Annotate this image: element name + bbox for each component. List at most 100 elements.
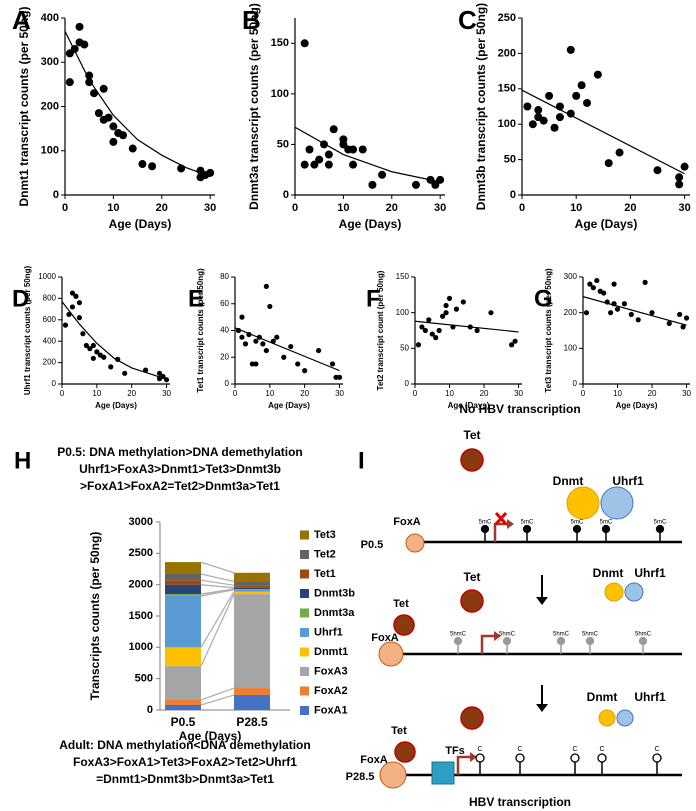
y-tick-label: 1500 <box>129 610 153 622</box>
x-tick-label: 10 <box>265 389 274 398</box>
connector <box>200 694 235 706</box>
bar-segment <box>165 666 201 700</box>
foxa-circle <box>378 641 404 667</box>
fit-line <box>294 126 441 183</box>
panel-label: A <box>12 5 31 35</box>
y-tick-label: 200 <box>43 358 57 367</box>
data-point <box>587 281 593 287</box>
uhrf1-circle <box>600 486 634 520</box>
data-point <box>635 317 641 323</box>
data-point <box>426 317 432 323</box>
panel-label: G <box>534 285 553 312</box>
data-point <box>611 281 617 287</box>
y-tick-label: 800 <box>43 294 57 303</box>
data-point <box>615 148 624 157</box>
connector <box>200 591 235 648</box>
data-point <box>433 335 439 341</box>
cpg-head <box>572 524 582 534</box>
x-tick-label: 10 <box>92 389 101 398</box>
panel-heading: P0.5: DNA methylation>DNA demethylation <box>57 445 302 459</box>
cpg-label: 5mC <box>479 520 492 526</box>
cpg-label: C <box>572 746 577 753</box>
foxa-label: FoxA <box>393 516 421 528</box>
data-point <box>446 295 453 301</box>
caption: HBV transcription <box>469 795 571 809</box>
data-point <box>594 277 600 284</box>
connector <box>200 579 235 586</box>
panel-label: H <box>14 447 31 474</box>
fit-line <box>234 327 340 372</box>
fit-line <box>64 31 211 177</box>
y-tick-label: 1000 <box>129 641 153 653</box>
legend-label: FoxA1 <box>314 704 348 716</box>
y-tick-label: 50 <box>504 154 516 166</box>
y-tick-label: 0 <box>225 379 230 388</box>
x-tick-label: 30 <box>514 389 523 398</box>
data-point <box>320 140 329 149</box>
fit-line <box>414 320 519 333</box>
data-point <box>467 324 473 330</box>
data-point <box>108 364 114 370</box>
legend-label: Dnmt1 <box>314 646 348 658</box>
bar-segment <box>234 591 270 595</box>
tet-circle <box>460 448 484 472</box>
connector <box>200 584 235 589</box>
data-point <box>73 293 79 299</box>
dnmt-label: Dnmt <box>593 566 624 580</box>
data-point <box>148 162 157 171</box>
data-point <box>422 327 428 334</box>
legend-swatch <box>300 550 309 559</box>
data-point <box>138 160 147 169</box>
x-tick-label: 30 <box>434 202 446 214</box>
x-tick-label: 30 <box>162 389 171 398</box>
y-tick-label: 200 <box>564 308 578 317</box>
legend-swatch <box>300 608 309 618</box>
legend-swatch <box>300 686 309 696</box>
data-point <box>680 162 689 171</box>
legend-label: Tet2 <box>314 548 336 560</box>
data-point <box>235 327 242 334</box>
x-tick-label: 20 <box>386 202 398 214</box>
y-tick-label: 600 <box>43 315 57 324</box>
data-point <box>614 306 621 312</box>
x-axis-title: Age (Days) <box>448 401 490 410</box>
cpg-head <box>475 753 485 763</box>
data-point <box>450 324 456 330</box>
legend-label: FoxA2 <box>314 685 348 697</box>
data-point <box>109 137 118 146</box>
bar-segment <box>234 581 270 586</box>
uhrf1-circle <box>624 582 644 602</box>
y-tick-label: 0 <box>510 189 516 201</box>
data-point <box>349 145 358 154</box>
connector <box>200 573 235 583</box>
panel-label: I <box>358 447 365 474</box>
legend-label: Uhrf1 <box>314 626 343 638</box>
data-point <box>85 71 94 80</box>
data-point <box>608 310 614 316</box>
panel-caption: FoxA3>FoxA1>Tet3>FoxA2>Tet2>Uhrf1 <box>73 755 297 769</box>
cpg-head <box>480 524 490 534</box>
caption: No HBV transcription <box>459 402 580 416</box>
legend-swatch <box>300 706 309 715</box>
data-point <box>545 91 554 100</box>
legend-swatch <box>300 647 309 657</box>
x-tick-label: 0 <box>581 389 586 398</box>
data-point <box>577 81 586 90</box>
y-tick-label: 400 <box>41 12 59 24</box>
panel-caption: =Dnmt1>Dnmt3b>Dnmt3a>Tet1 <box>96 772 274 786</box>
bar-segment <box>165 584 201 595</box>
bar-segment <box>234 594 270 689</box>
data-point <box>324 160 333 169</box>
y-axis-title: Tet1 transcript counts (per 50ng) <box>196 268 205 393</box>
data-point <box>115 356 121 362</box>
y-tick-label: 3000 <box>129 516 153 528</box>
data-point <box>156 370 163 376</box>
x-tick-label: 0 <box>292 202 298 214</box>
uhrf1-label: Uhrf1 <box>634 566 666 580</box>
data-point <box>75 22 84 31</box>
x-tick-label: 20 <box>156 202 168 214</box>
y-tick-label: 150 <box>396 272 410 281</box>
bound-tet-circle <box>393 614 415 636</box>
data-point <box>253 338 259 344</box>
data-point <box>488 310 494 316</box>
